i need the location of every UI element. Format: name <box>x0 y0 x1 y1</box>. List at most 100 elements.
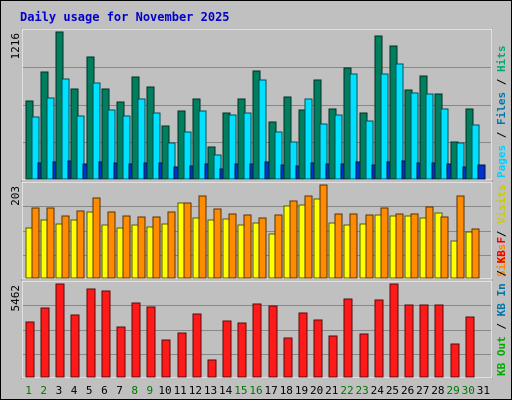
requests-bar-files-9 <box>152 112 161 180</box>
visits-bar-sites-2 <box>46 207 55 279</box>
visits-bar-sites-22 <box>349 213 358 279</box>
requests-legend-pages: Pages <box>495 145 508 178</box>
requests-ymax-label: 1216 <box>9 33 22 60</box>
visits-bar-sites-14 <box>228 213 237 279</box>
visits-bar-sites-5 <box>92 197 101 279</box>
visits-bar-sites-26 <box>410 213 419 279</box>
traffic-bar-kb-f-18 <box>283 337 293 378</box>
visits-bar-sites-27 <box>425 206 434 279</box>
traffic-bar-kb-f-15 <box>237 322 247 378</box>
requests-bar-files-10 <box>167 142 176 180</box>
x-tick-label-20: 20 <box>310 384 323 397</box>
requests-bar-files-7 <box>122 115 131 180</box>
visits-ymax-label: 203 <box>9 186 22 206</box>
x-tick-label-21: 21 <box>325 384 338 397</box>
traffic-bar-kb-f-5 <box>86 288 96 378</box>
requests-bar-files-2 <box>46 97 55 180</box>
visits-bar-sites-8 <box>137 216 146 279</box>
x-tick-label-12: 12 <box>189 384 202 397</box>
x-tick-label-23: 23 <box>356 384 369 397</box>
traffic-bar-kb-f-17 <box>268 305 278 378</box>
x-tick-label-15: 15 <box>234 384 247 397</box>
traffic-bar-kb-f-29 <box>450 343 460 378</box>
x-tick-label-1: 1 <box>25 384 32 397</box>
x-tick-label-22: 22 <box>340 384 353 397</box>
requests-legend-files: Files <box>495 92 508 125</box>
traffic-ymax-label: 5462 <box>9 285 22 312</box>
visits-legend-visits: Visits <box>495 184 508 224</box>
requests-bar-files-5 <box>92 82 101 180</box>
requests-bar-files-20 <box>319 123 328 180</box>
x-tick-label-14: 14 <box>219 384 233 397</box>
visits-bar-sites-6 <box>107 211 116 279</box>
visits-bar-sites-3 <box>61 215 70 279</box>
requests-bar-files-8 <box>137 98 146 180</box>
x-tick-label-19: 19 <box>295 384 308 397</box>
visits-panel: 203 Sites / Visits <box>9 181 508 280</box>
traffic-bar-kb-f-28 <box>434 304 444 378</box>
visits-bar-sites-1 <box>31 207 40 279</box>
x-tick-label-17: 17 <box>265 384 278 397</box>
x-tick-label-30: 30 <box>462 384 475 397</box>
traffic-bar-kb-f-6 <box>101 290 111 378</box>
visits-bar-sites-16 <box>258 217 267 279</box>
traffic-bar-kb-f-7 <box>116 326 126 378</box>
traffic-bar-kb-f-25 <box>389 283 399 378</box>
requests-bar-files-27 <box>425 93 434 180</box>
visits-bar-sites-30 <box>471 228 480 279</box>
x-tick-label-26: 26 <box>401 384 414 397</box>
chart-title: Daily usage for November 2025 <box>20 10 230 24</box>
requests-bar-files-4 <box>76 115 85 180</box>
visits-bar-sites-21 <box>334 213 343 279</box>
traffic-legend: KB Out / KB In / KB F <box>495 237 508 376</box>
traffic-bar-kb-f-16 <box>252 303 262 378</box>
x-tick-label-3: 3 <box>56 384 63 397</box>
visits-bar-sites-15 <box>243 214 252 279</box>
requests-bar-files-28 <box>440 108 449 180</box>
x-tick-label-29: 29 <box>446 384 459 397</box>
visits-bar-sites-10 <box>167 211 176 279</box>
traffic-bar-kb-f-14 <box>222 320 232 378</box>
visits-legend-separator: / <box>495 224 508 244</box>
traffic-bar-kb-f-3 <box>55 283 65 378</box>
requests-bar-files-18 <box>289 141 298 180</box>
traffic-legend-kb-in: KB In <box>495 283 508 316</box>
traffic-bar-kb-f-11 <box>177 332 187 378</box>
x-tick-label-27: 27 <box>416 384 429 397</box>
requests-bar-files-19 <box>304 98 313 180</box>
requests-bar-files-1 <box>31 116 40 180</box>
requests-bar-files-25 <box>395 63 404 180</box>
visits-bar-sites-19 <box>304 195 313 279</box>
requests-bar-files-15 <box>243 112 252 180</box>
requests-bar-hits-18 <box>283 96 292 180</box>
requests-bar-pages-30 <box>477 164 486 180</box>
visits-bar-sites-9 <box>152 216 161 279</box>
requests-bar-files-24 <box>380 73 389 180</box>
x-tick-label-13: 13 <box>204 384 217 397</box>
visits-bar-sites-13 <box>213 208 222 279</box>
x-tick-label-8: 8 <box>131 384 138 397</box>
traffic-bar-kb-f-10 <box>161 339 171 378</box>
traffic-panel: 5462 KB Out / KB In / KB F <box>9 237 508 379</box>
x-tick-label-4: 4 <box>71 384 78 397</box>
traffic-legend-kb-out: KB Out <box>495 336 508 376</box>
traffic-bar-kb-f-19 <box>298 312 308 378</box>
requests-legend-separator: / <box>495 72 508 92</box>
traffic-legend-separator: / <box>495 263 508 283</box>
requests-panel: 1216 Pages / Files / Hits <box>9 28 508 181</box>
x-tick-label-9: 9 <box>147 384 154 397</box>
traffic-bar-kb-f-2 <box>40 307 50 378</box>
x-tick-label-31: 31 <box>477 384 490 397</box>
visits-bar-sites-7 <box>122 215 131 279</box>
visits-bar-sites-17 <box>274 214 283 279</box>
visits-legend-sites: Sites <box>495 244 508 277</box>
requests-bar-files-3 <box>61 78 70 180</box>
visits-bar-sites-28 <box>440 216 449 279</box>
requests-bar-files-26 <box>410 92 419 180</box>
requests-bar-files-23 <box>365 120 374 180</box>
visits-bar-sites-4 <box>76 210 85 279</box>
requests-bar-files-14 <box>228 114 237 180</box>
x-tick-label-2: 2 <box>40 384 47 397</box>
x-tick-label-18: 18 <box>280 384 293 397</box>
